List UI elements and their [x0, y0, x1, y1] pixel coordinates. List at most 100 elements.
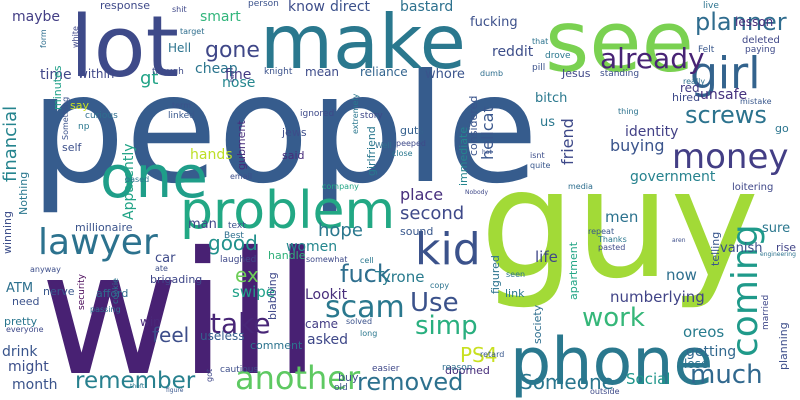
word: pill [532, 63, 546, 73]
word: company [322, 182, 359, 191]
word: self [62, 141, 82, 154]
word: might [8, 359, 49, 375]
word: lesson [735, 15, 774, 29]
word: term [172, 101, 191, 110]
word: standing [600, 69, 640, 79]
word: numberlying [610, 288, 705, 306]
word: Tyrone [375, 268, 425, 286]
word: guy [480, 138, 760, 312]
word: friend [558, 118, 577, 165]
word: take [210, 307, 271, 340]
word: feel [152, 323, 190, 347]
word: within [78, 67, 115, 81]
word: go [775, 122, 789, 135]
word: win [140, 315, 161, 329]
word: millionaire [75, 221, 133, 234]
word: handle [268, 249, 306, 262]
word: thing [618, 107, 639, 116]
word: hope [318, 220, 363, 241]
word: nose [222, 75, 256, 91]
word: everyone [6, 325, 44, 334]
word: figure [166, 387, 184, 394]
word: Use [410, 288, 459, 318]
word: engineering [760, 251, 796, 258]
word: us [540, 115, 556, 130]
word: comment [250, 339, 303, 352]
word: deleted [742, 35, 780, 46]
word: already [600, 42, 705, 75]
word: fine [225, 67, 252, 83]
word: planning [777, 322, 790, 370]
word: need [12, 295, 40, 308]
word: one [100, 143, 208, 211]
word: pretty [4, 315, 38, 328]
word: Something [61, 96, 70, 140]
word: curious [85, 111, 118, 121]
word: people [30, 43, 539, 217]
word: buy [338, 371, 359, 384]
word: problem [180, 181, 396, 241]
word: Best [224, 231, 244, 241]
word: mistake [740, 97, 772, 106]
word: winning [1, 210, 14, 254]
word: ex [235, 263, 259, 287]
word: doomed [445, 364, 490, 377]
word: sure [762, 221, 791, 236]
word: close [392, 149, 413, 158]
word: cautious [220, 365, 259, 375]
word: married [761, 294, 771, 330]
word: scam [325, 290, 405, 325]
word: came [305, 317, 339, 331]
word: laughed [220, 255, 257, 265]
word: good [208, 231, 258, 255]
word: lot [70, 0, 179, 97]
word: quite [530, 161, 551, 170]
word: money [672, 137, 789, 177]
word: another [235, 359, 361, 397]
word: place [400, 185, 444, 204]
word: see [545, 0, 694, 92]
word: repeat [588, 227, 615, 236]
word: Nothing [17, 171, 30, 215]
word: work [582, 303, 645, 333]
word: vanish [720, 241, 763, 256]
word: seen [506, 270, 526, 279]
word: isnt [530, 151, 545, 160]
word: nerve [43, 285, 75, 298]
word: man [188, 217, 217, 232]
word: getting [686, 344, 737, 360]
word: drink [2, 344, 38, 360]
word: bad [229, 70, 236, 82]
word: Social [626, 370, 671, 388]
word: based [125, 175, 150, 184]
word: got [205, 368, 214, 382]
word: ignored [300, 109, 335, 119]
word: long [360, 329, 378, 338]
word: considered [467, 95, 480, 156]
word: gt [140, 68, 159, 89]
word: retard [480, 350, 505, 359]
word: apartment [567, 241, 580, 300]
word: time [40, 67, 72, 83]
word: Felt [698, 45, 715, 55]
word: girl [690, 48, 761, 99]
word: say [70, 99, 89, 112]
word: hands [190, 147, 233, 163]
word: society [531, 304, 544, 344]
word: said [282, 149, 305, 162]
word: white [71, 26, 80, 48]
word: theft [130, 383, 145, 390]
word: extremely [351, 93, 360, 134]
word: np [78, 122, 90, 132]
word: bastard [400, 0, 454, 15]
word: reliance [360, 65, 408, 79]
word: pasted [598, 243, 626, 252]
word: reddit [492, 44, 534, 60]
word: cookie [111, 278, 120, 304]
word: rise [776, 241, 797, 254]
word: life [535, 248, 558, 266]
word: solved [346, 317, 373, 326]
word: buying [610, 136, 665, 155]
word: Lookit [305, 287, 348, 303]
